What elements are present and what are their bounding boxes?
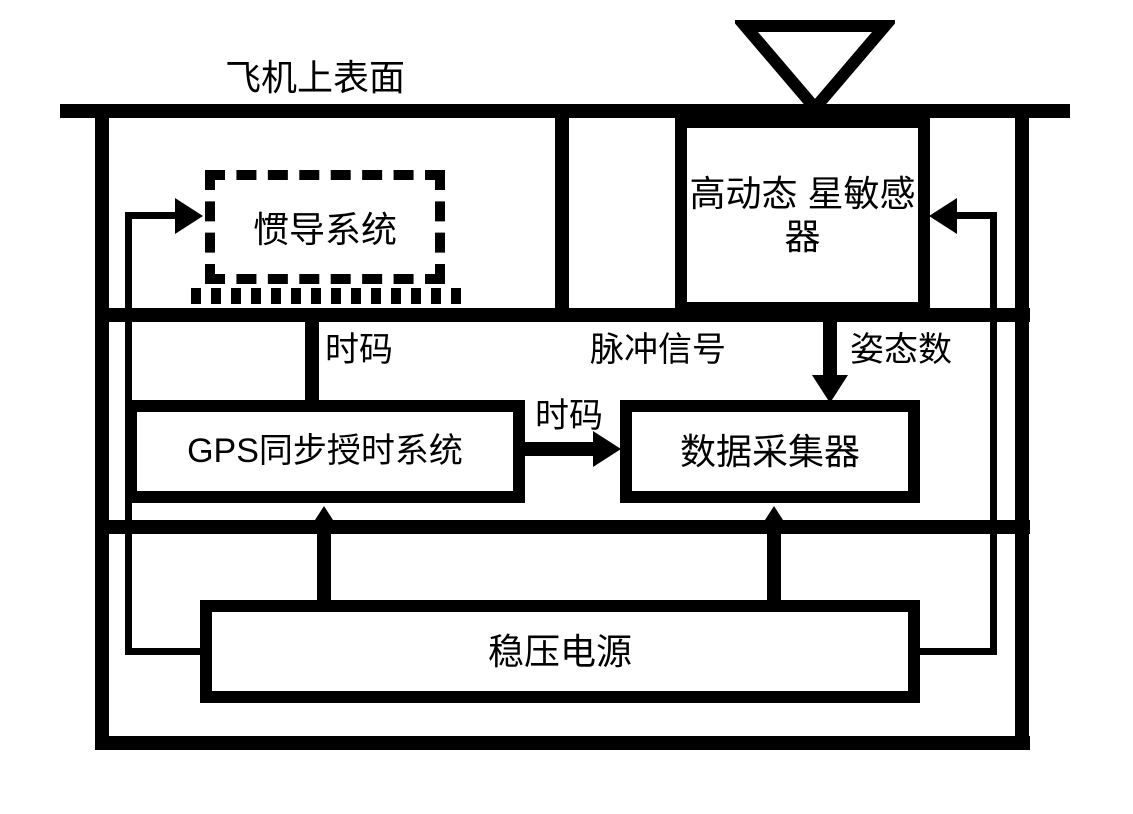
antenna-funnel-icon	[735, 18, 895, 118]
arrow-power-gps	[306, 506, 342, 534]
edge-power-ins-v	[125, 212, 132, 654]
system-block-diagram: 飞机上表面 惯导系统 高动态 星敏感器 GPS同步授时系统 数据采集器 稳压电源…	[95, 20, 1045, 760]
edge-power-ins-h	[125, 648, 203, 655]
frame-right	[1015, 104, 1029, 750]
gps-label: GPS同步授时系统	[187, 431, 463, 472]
shelf-2	[95, 520, 1030, 534]
edge-power-star-h2	[953, 212, 997, 219]
edge-power-gps	[317, 530, 331, 602]
power-box: 稳压电源	[200, 600, 920, 703]
surface-title: 飞机上表面	[225, 58, 405, 98]
arrow-gps-collector	[593, 431, 621, 467]
arrow-power-ins	[175, 198, 203, 234]
power-label: 稳压电源	[488, 630, 632, 673]
edge-label-time-code-v: 时码	[325, 332, 393, 369]
gps-box: GPS同步授时系统	[125, 400, 525, 503]
edge-label-time-code-h: 时码	[535, 398, 603, 435]
frame-left	[95, 104, 109, 750]
star-sensor-box: 高动态 星敏感器	[675, 116, 930, 314]
edge-gps-collector	[525, 442, 597, 456]
frame-mid-upper	[555, 104, 569, 320]
ins-label: 惯导系统	[253, 201, 397, 253]
edge-star-collector	[823, 320, 837, 380]
edge-gps-ins	[305, 320, 319, 402]
arrow-power-collector	[756, 506, 792, 534]
edge-power-ins-h2	[125, 212, 180, 219]
ins-mount-strip	[191, 288, 471, 304]
edge-label-attitude: 姿态数	[850, 332, 952, 369]
edge-power-star-h	[917, 648, 997, 655]
frame-bottom	[95, 736, 1030, 750]
edge-label-pulse: 脉冲信号	[590, 332, 726, 369]
arrow-star-collector	[812, 375, 848, 403]
star-sensor-label: 高动态 星敏感器	[687, 172, 918, 258]
arrow-power-star	[929, 198, 957, 234]
edge-power-collector	[767, 530, 781, 602]
collector-label: 数据采集器	[680, 430, 860, 473]
ins-box: 惯导系统	[205, 170, 445, 284]
collector-box: 数据采集器	[620, 400, 920, 503]
edge-power-star-v	[990, 212, 997, 654]
